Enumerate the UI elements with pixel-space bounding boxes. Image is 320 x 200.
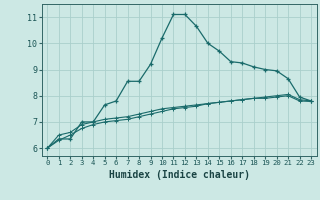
X-axis label: Humidex (Indice chaleur): Humidex (Indice chaleur) xyxy=(109,170,250,180)
